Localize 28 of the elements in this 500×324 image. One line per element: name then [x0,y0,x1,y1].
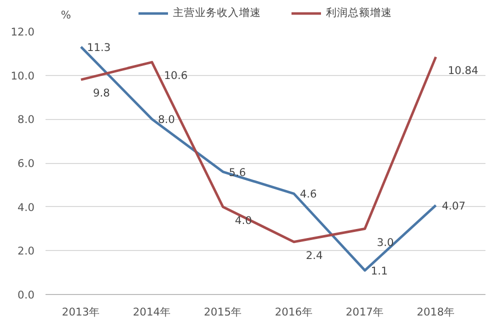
x-tick-label: 2014年 [132,306,172,318]
data-label: 1.1 [370,264,388,278]
data-label: 8.0 [158,113,176,126]
x-tick-label: 2017年 [346,306,384,318]
x-tick-label: 2015年 [204,306,242,318]
legend-label: 主营业务收入增速 [173,6,261,20]
y-tick-label: 6.0 [18,157,35,170]
data-label: 2.4 [306,248,324,262]
data-label: 10.84 [448,64,479,77]
data-label: 4.0 [234,214,252,227]
x-tick-label: 2018年 [416,306,455,318]
y-tick-label: 2.0 [18,244,35,258]
data-label: 3.0 [376,236,394,249]
data-label: 4.07 [442,199,466,212]
y-tick-label: 4.0 [18,200,35,214]
data-label: 10.6 [164,69,188,82]
y-tick-label: 8.0 [18,113,35,126]
x-tick-label: 2013年 [62,306,100,318]
data-label: 11.3 [86,40,111,54]
data-label: 4.6 [300,188,318,201]
legend-label: 利润总额增速 [326,6,392,20]
y-axis-title: % [60,8,72,22]
data-label: 5.6 [228,166,246,179]
y-tick-label: 0.0 [18,288,35,302]
data-label: 9.8 [92,86,110,100]
y-tick-label: 10.0 [10,69,35,82]
x-tick-label: 2016年 [274,306,313,318]
y-tick-label: 12.0 [10,26,35,38]
